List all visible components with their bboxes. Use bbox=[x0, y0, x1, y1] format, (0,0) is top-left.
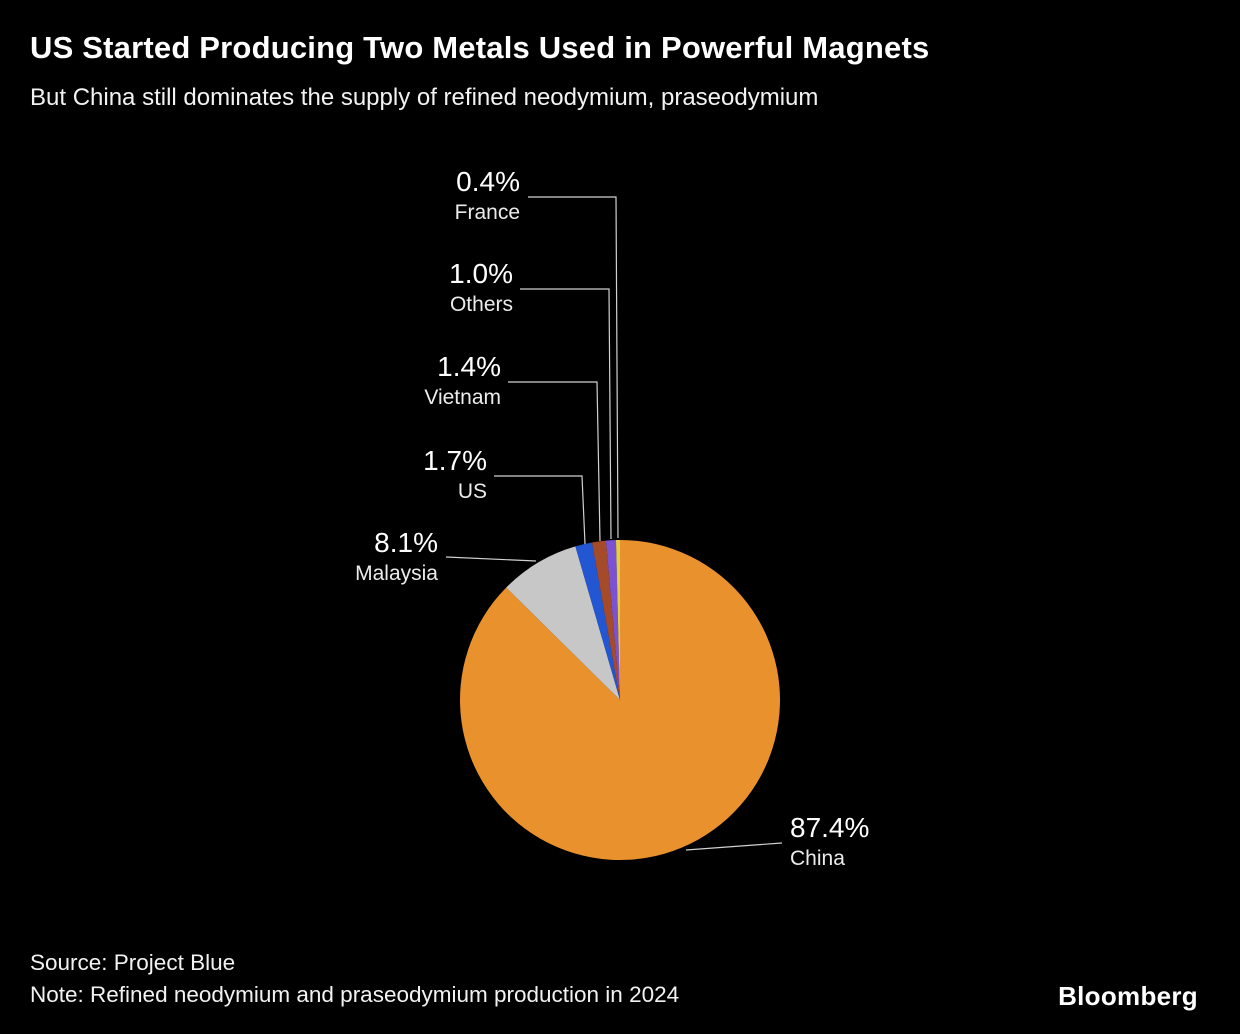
pie-slice-france bbox=[615, 540, 620, 700]
leader-line-vietnam bbox=[508, 381, 601, 542]
callout-france-pct: 0.4% bbox=[456, 166, 520, 197]
page-title: US Started Producing Two Metals Used in … bbox=[30, 30, 930, 65]
callout-china-pct: 87.4% bbox=[790, 812, 870, 843]
leader-line-china bbox=[685, 842, 783, 851]
note-text: Note: Refined neodymium and praseodymium… bbox=[30, 982, 680, 1007]
callout-others-label: Others bbox=[449, 293, 513, 316]
callout-malaysia-label: Malaysia bbox=[355, 562, 438, 585]
callout-others-pct: 1.0% bbox=[449, 258, 513, 289]
callout-others: 1.0% Others bbox=[283, 258, 513, 320]
source-text: Source: Project Blue bbox=[30, 950, 236, 975]
pie-slice-vietnam bbox=[592, 540, 620, 700]
callout-us: 1.7% US bbox=[257, 445, 487, 507]
leader-lines bbox=[445, 196, 783, 851]
pie-slices-group bbox=[459, 540, 780, 860]
callout-us-pct: 1.7% bbox=[423, 445, 487, 476]
leader-line-others bbox=[520, 288, 612, 540]
leader-line-france bbox=[528, 196, 619, 539]
leader-line-us bbox=[494, 475, 586, 545]
callout-vietnam-label: Vietnam bbox=[424, 386, 501, 409]
pie-slice-malaysia bbox=[506, 546, 620, 700]
bloomberg-logo: Bloomberg bbox=[1058, 981, 1198, 1011]
page-subtitle: But China still dominates the supply of … bbox=[30, 84, 819, 111]
callout-china: 87.4% China bbox=[790, 812, 1050, 874]
pie-slice-china bbox=[459, 540, 780, 860]
callout-malaysia: 8.1% Malaysia bbox=[208, 527, 438, 589]
callout-france: 0.4% France bbox=[290, 166, 520, 228]
callout-vietnam: 1.4% Vietnam bbox=[271, 351, 501, 413]
callout-france-label: France bbox=[454, 201, 520, 224]
leader-line-malaysia bbox=[445, 556, 537, 562]
callout-malaysia-pct: 8.1% bbox=[374, 527, 438, 558]
callout-china-label: China bbox=[790, 847, 845, 870]
callout-vietnam-pct: 1.4% bbox=[437, 351, 501, 382]
pie-slice-others bbox=[605, 540, 620, 700]
callout-us-label: US bbox=[457, 480, 487, 503]
pie-slice-us bbox=[575, 542, 620, 700]
